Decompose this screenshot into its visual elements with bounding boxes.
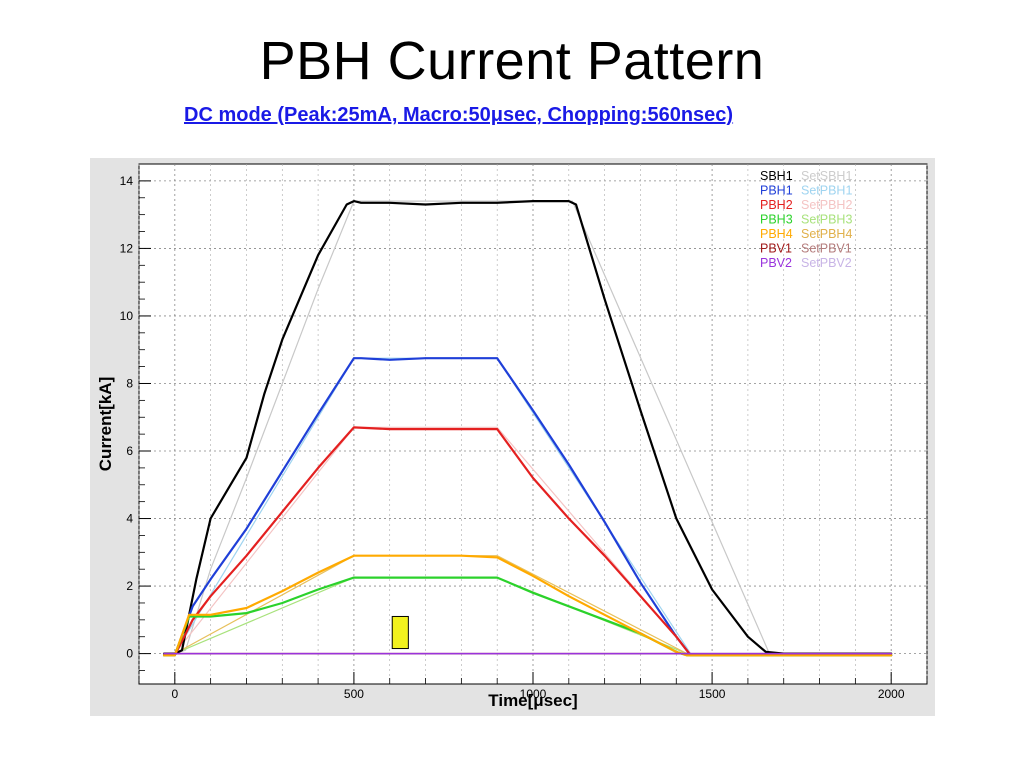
legend-label-pbh4: PBH4: [760, 227, 793, 241]
legend-label-pbv1: PBV1: [760, 242, 792, 256]
x-tick-label: 0: [171, 687, 178, 701]
series-line-setsbh1: [174, 200, 892, 655]
grid-lines: [138, 164, 928, 684]
series-line-pbh1: [162, 357, 893, 657]
legend-label-setpbv1: SetPBV1: [801, 242, 852, 256]
y-tick-label: 12: [120, 241, 134, 255]
x-tick-label: 500: [344, 687, 364, 701]
legend-label-setpbh2: SetPBH2: [801, 198, 852, 212]
y-tick-label: 14: [120, 174, 134, 188]
legend-label-pbv2: PBV2: [760, 256, 792, 270]
axis-ticks: 0 2 4 6 8 10 12 14 0 500 1000 1500 2000: [120, 174, 928, 701]
y-tick-label: 0: [126, 647, 133, 661]
legend-label-setpbh4: SetPBH4: [801, 227, 852, 241]
legend-label-setpbh1: SetPBH1: [801, 184, 852, 198]
y-tick-label: 2: [126, 579, 133, 593]
y-tick-label: 8: [126, 376, 133, 390]
legend-label-setpbv2: SetPBV2: [801, 256, 852, 270]
series-line-sbh1: [162, 199, 893, 655]
page-title: PBH Current Pattern: [259, 31, 765, 91]
y-tick-label: 10: [120, 309, 134, 323]
series-line-pbh4: [162, 554, 893, 657]
x-tick-label: 1000: [520, 687, 547, 701]
marker-layer: [391, 615, 409, 650]
legend-label-setsbh1: SetSBH1: [801, 169, 852, 183]
subtitle-link[interactable]: DC mode (Peak:25mA, Macro:50μsec, Choppi…: [184, 104, 734, 126]
plot-panel: 0 2 4 6 8 10 12 14 0 500 1000 1500 2000 SBH1 SetSBH1 P…: [90, 158, 935, 716]
y-axis-title: Current[kA]: [96, 377, 115, 471]
series-line-pbh2: [162, 426, 893, 657]
legend-label-pbh1: PBH1: [760, 184, 793, 198]
marker-box: [391, 615, 409, 650]
y-tick-label: 4: [126, 512, 133, 526]
legend-label-pbh3: PBH3: [760, 213, 793, 227]
legend-label-setpbh3: SetPBH3: [801, 213, 852, 227]
legend-label-sbh1: SBH1: [760, 169, 793, 183]
x-tick-label: 2000: [878, 687, 905, 701]
legend-label-pbh2: PBH2: [760, 198, 793, 212]
series-lines: [162, 199, 893, 657]
current-chart: 0 2 4 6 8 10 12 14 0 500 1000 1500 2000 SBH1 SetSBH1 P…: [96, 163, 928, 710]
x-axis-title: Time[μsec]: [488, 691, 577, 710]
x-tick-label: 1500: [699, 687, 726, 701]
y-tick-label: 6: [126, 444, 133, 458]
legend: SBH1 SetSBH1 PBH1 SetPBH1 PBH2 SetPBH2 PBH3 Set…: [760, 169, 852, 270]
